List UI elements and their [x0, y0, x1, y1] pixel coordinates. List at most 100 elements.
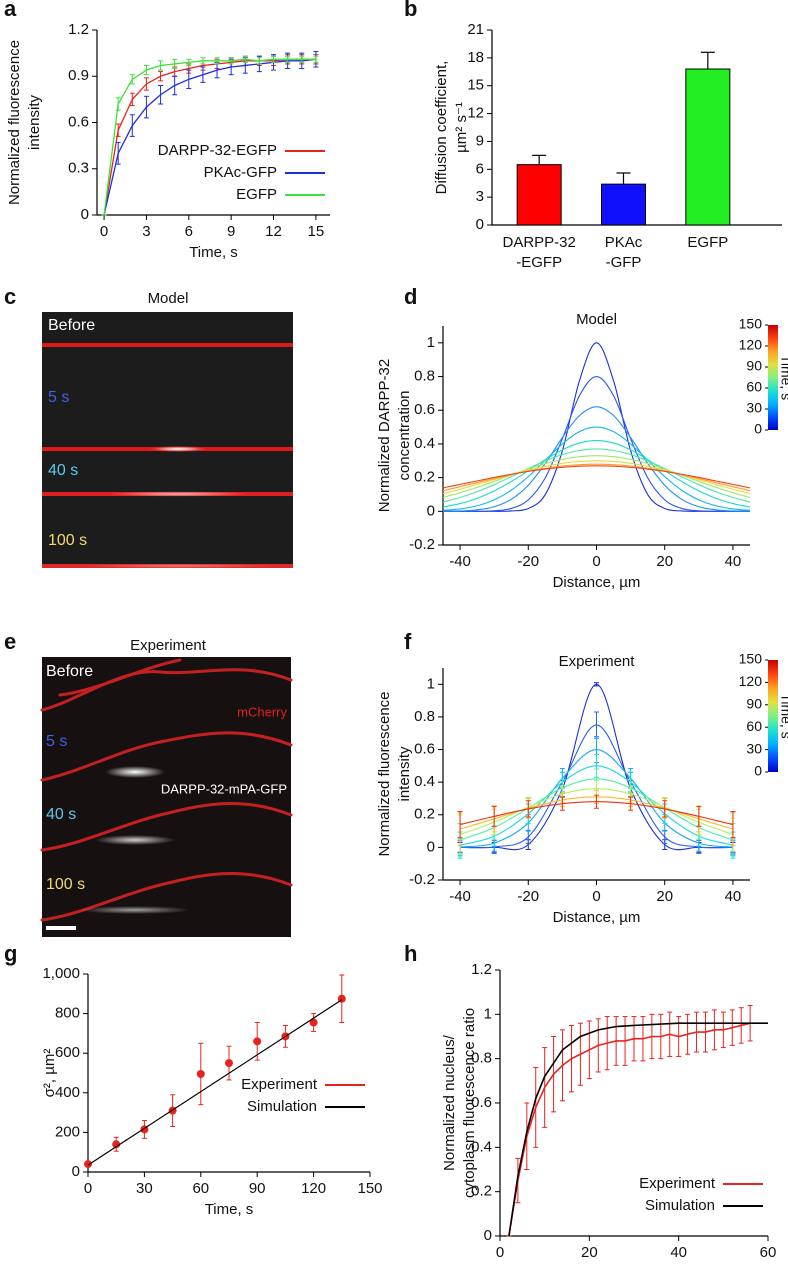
legend-label: Simulation — [247, 1098, 317, 1115]
y-axis-label: Normalized fluorescence — [6, 40, 23, 205]
x-tick-label: 0 — [100, 223, 108, 240]
x-tick-label: 90 — [249, 1180, 266, 1197]
y-tick-label: 1 — [427, 675, 435, 692]
x-tick-label: 40 — [725, 888, 742, 905]
bright-spot — [108, 491, 248, 497]
dendrite — [40, 668, 293, 712]
x-tick-label: -20 — [517, 888, 539, 905]
y-tick-label: 0.6 — [414, 741, 435, 758]
data-point — [309, 1018, 318, 1027]
x-axis-label: Time, s — [189, 244, 238, 261]
x-tick-label: 0 — [592, 888, 600, 905]
x-tick-label: 6 — [185, 223, 193, 240]
legend-label: Simulation — [645, 1197, 715, 1214]
dendrite — [40, 731, 293, 782]
experiment-image-panel: e Experiment Before 5 s 40 s 100 s mCher… — [4, 629, 293, 937]
y-tick-label: 800 — [55, 1005, 80, 1022]
x-tick-label: 60 — [760, 1244, 777, 1259]
y-tick-label: 0 — [72, 1163, 80, 1180]
colorbar-tick-label: 0 — [754, 421, 762, 437]
colorbar-tick-label: 150 — [739, 316, 763, 332]
x-axis-label: Distance, µm — [553, 574, 641, 591]
y-tick-label: 0.8 — [414, 708, 435, 725]
y-tick-label: 0 — [81, 206, 89, 223]
image-background — [42, 312, 293, 568]
y-tick-label: 12 — [467, 105, 484, 122]
panel-letter: e — [4, 629, 16, 654]
x-axis-label: Distance, µm — [553, 909, 641, 926]
chart-title: Experiment — [559, 653, 636, 670]
bright-spot — [105, 766, 165, 778]
dendrite — [40, 801, 293, 852]
colorbar — [768, 325, 778, 430]
chart-panel: d Model -0.2 0 0.2 0.4 0.6 0.8 1 -40 -20 0 20 40 Dista… — [376, 284, 788, 591]
membrane-line — [42, 343, 293, 347]
legend-label: DARPP-32-EGFP — [158, 142, 277, 159]
colorbar-tick-label: 150 — [739, 651, 763, 667]
chart-panel: h00.20.40.60.811.20204060Time, sNormaliz… — [404, 941, 777, 1261]
y-tick-label: 0.6 — [414, 401, 435, 418]
panel-letter: a — [4, 0, 17, 21]
colorbar-tick-label: 90 — [746, 696, 762, 712]
dendrites — [40, 658, 293, 922]
bright-spot — [80, 906, 190, 914]
time-label: 5 s — [46, 733, 67, 750]
data-point — [112, 1140, 121, 1149]
y-tick-label: 400 — [55, 1084, 80, 1101]
y-tick-label: 0.8 — [414, 368, 435, 385]
chart-panel: a 0 0.3 0.6 0.9 1.2 0 3 6 9 12 15 Time, s Normalized … — [4, 0, 330, 261]
x-axis-label: Time, s — [205, 1201, 254, 1218]
x-tick-label: 20 — [581, 1244, 598, 1259]
y-tick-label: 3 — [476, 188, 484, 205]
colorbar-tick-label: 120 — [739, 337, 763, 353]
x-tick-label: -40 — [449, 888, 471, 905]
model-image-panel: c Model Before 5 s 40 s 100 s — [4, 284, 293, 568]
series-line — [442, 426, 751, 511]
bright-spot — [146, 446, 210, 452]
y-axis-label: cytoplasm fluorescence ratio — [461, 1008, 478, 1198]
time-label: Before — [46, 663, 93, 680]
series-line — [442, 440, 751, 508]
time-label: 40 s — [48, 462, 78, 479]
bar — [685, 68, 731, 226]
panel-title: Model — [148, 290, 189, 307]
legend-label: PKAc-GFP — [204, 164, 277, 181]
series-line — [442, 448, 751, 503]
dendrite — [40, 871, 293, 922]
chart-panel: g 0 200 400 600 800 1,000 0 30 60 90 120 150 Time, s σ… — [4, 941, 383, 1218]
series-line — [442, 463, 751, 492]
x-tick-label: -EGFP — [516, 254, 562, 271]
y-tick-label: 0.4 — [414, 773, 435, 790]
x-tick-label: 15 — [308, 223, 325, 240]
y-tick-label: 1 — [484, 1005, 492, 1022]
legend-label: Experiment — [639, 1175, 716, 1192]
colorbar-tick-label: 60 — [746, 379, 762, 395]
data-point — [84, 1160, 92, 1169]
x-tick-label: 60 — [192, 1180, 209, 1197]
y-tick-label: 0.3 — [68, 160, 89, 177]
colorbar-tick-label: 30 — [746, 400, 762, 416]
series-line — [103, 58, 316, 216]
y-tick-label: 0.6 — [471, 1094, 492, 1111]
y-tick-label: 0.4 — [414, 435, 435, 452]
x-tick-label: 20 — [656, 553, 673, 570]
x-tick-label: -20 — [517, 553, 539, 570]
time-label: 100 s — [46, 876, 85, 893]
x-tick-label: 0 — [496, 1244, 504, 1259]
x-tick-label: 40 — [725, 553, 742, 570]
panel-letter: d — [404, 284, 417, 309]
colorbar — [768, 660, 778, 772]
y-tick-label: 9 — [476, 132, 484, 149]
y-tick-label: 15 — [467, 77, 484, 94]
colorbar-tick-label: 0 — [754, 763, 762, 779]
y-tick-label: 0.2 — [414, 806, 435, 823]
y-axis-label: Diffusion coefficient, — [433, 61, 450, 195]
y-axis-label: Normalized nucleus/ — [441, 1034, 458, 1171]
panel-letter: b — [404, 0, 417, 21]
x-tick-label: 9 — [227, 223, 235, 240]
series-line — [442, 455, 751, 499]
series-line — [103, 58, 316, 216]
legend-label: EGFP — [236, 186, 277, 203]
series-line — [443, 375, 750, 512]
